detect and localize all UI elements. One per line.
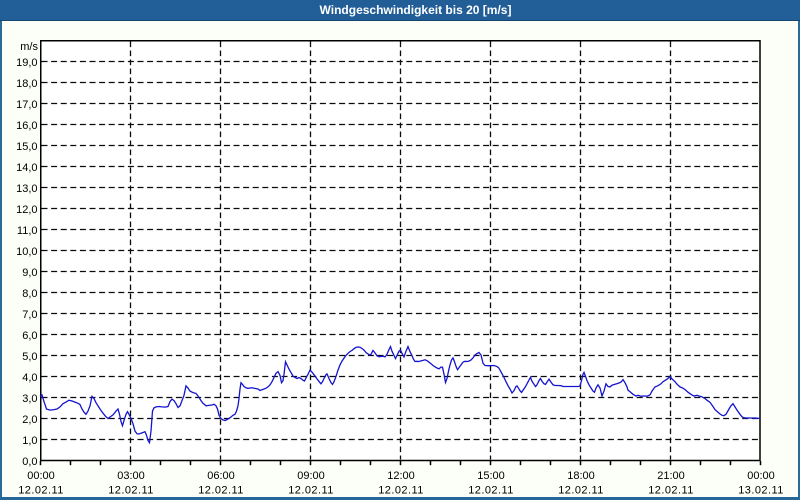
- svg-text:06:00: 06:00: [207, 470, 235, 482]
- svg-text:5,0: 5,0: [22, 351, 37, 363]
- svg-text:4,0: 4,0: [22, 372, 37, 384]
- svg-text:18:00: 18:00: [567, 470, 595, 482]
- svg-text:12,0: 12,0: [16, 204, 37, 216]
- svg-text:m/s: m/s: [20, 41, 38, 53]
- svg-text:15:00: 15:00: [477, 470, 505, 482]
- svg-text:12.02.11: 12.02.11: [648, 485, 694, 497]
- svg-text:7,0: 7,0: [22, 309, 37, 321]
- svg-text:10,0: 10,0: [16, 246, 37, 258]
- svg-text:12.02.11: 12.02.11: [18, 485, 64, 497]
- svg-text:09:00: 09:00: [297, 470, 325, 482]
- svg-text:19,0: 19,0: [16, 57, 37, 69]
- svg-text:03:00: 03:00: [117, 470, 145, 482]
- svg-text:12:00: 12:00: [387, 470, 415, 482]
- svg-text:12.02.11: 12.02.11: [468, 485, 514, 497]
- svg-text:17,0: 17,0: [16, 99, 37, 111]
- svg-text:2,0: 2,0: [22, 414, 37, 426]
- svg-text:13,0: 13,0: [16, 183, 37, 195]
- svg-text:12.02.11: 12.02.11: [108, 485, 154, 497]
- svg-text:8,0: 8,0: [22, 288, 37, 300]
- svg-text:13.02.11: 13.02.11: [738, 485, 784, 497]
- svg-text:6,0: 6,0: [22, 330, 37, 342]
- svg-text:12.02.11: 12.02.11: [558, 485, 604, 497]
- svg-text:21:00: 21:00: [657, 470, 685, 482]
- svg-text:00:00: 00:00: [27, 470, 55, 482]
- svg-text:1,0: 1,0: [22, 435, 37, 447]
- svg-text:16,0: 16,0: [16, 120, 37, 132]
- svg-text:14,0: 14,0: [16, 162, 37, 174]
- svg-text:00:00: 00:00: [747, 470, 775, 482]
- svg-text:12.02.11: 12.02.11: [198, 485, 244, 497]
- svg-text:0,0: 0,0: [22, 456, 37, 468]
- svg-text:18,0: 18,0: [16, 78, 37, 90]
- svg-text:12.02.11: 12.02.11: [378, 485, 424, 497]
- svg-text:15,0: 15,0: [16, 141, 37, 153]
- svg-text:3,0: 3,0: [22, 393, 37, 405]
- svg-text:9,0: 9,0: [22, 267, 37, 279]
- svg-text:12.02.11: 12.02.11: [288, 485, 334, 497]
- svg-text:11,0: 11,0: [17, 225, 38, 237]
